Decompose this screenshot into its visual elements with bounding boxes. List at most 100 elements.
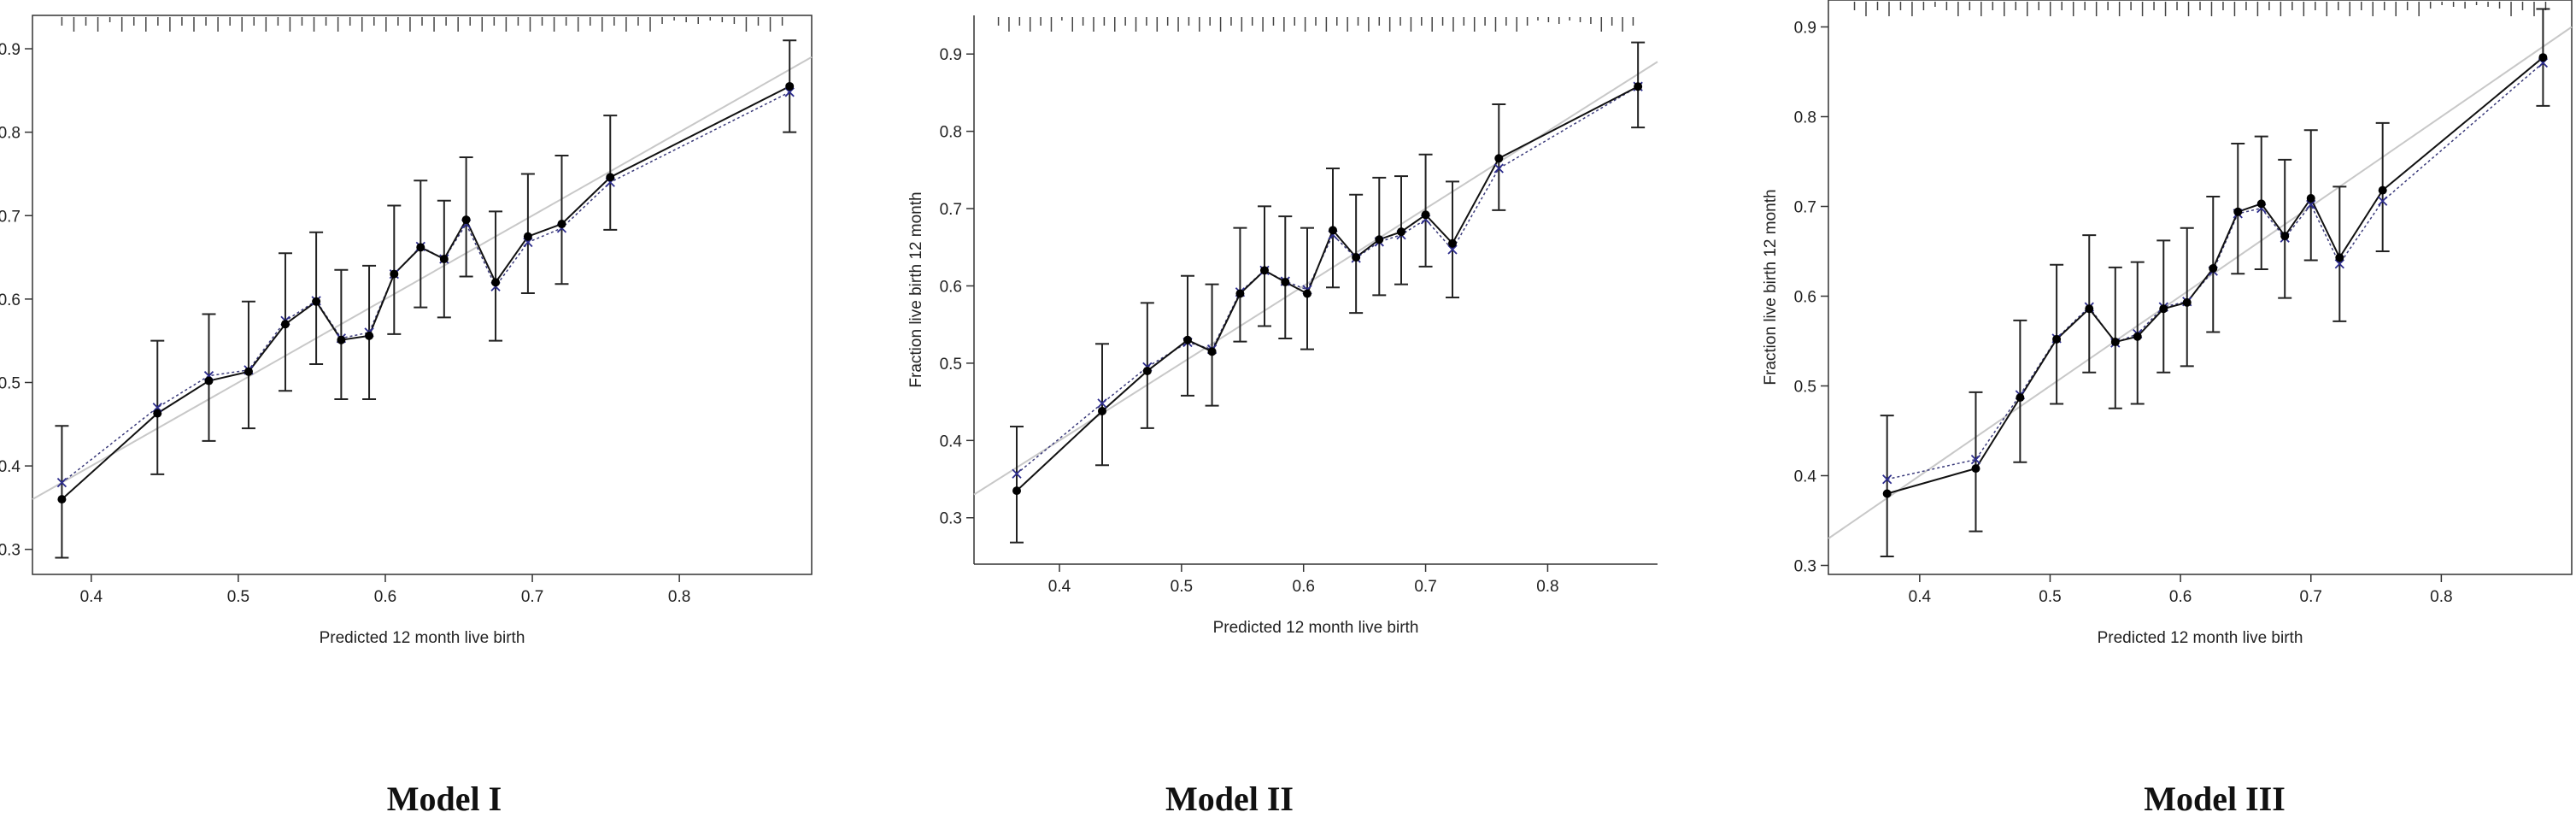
x-tick-label: 0.5 bbox=[227, 588, 249, 606]
plot-panel-3: 0.4 0.5 0.6 0.7 0.8 0.3 0.4 0.5 0.6 0.7 0.8 0.9 Pred… bbox=[1762, 0, 2573, 647]
error-bars bbox=[55, 39, 797, 559]
y-tick-label: 0.5 bbox=[940, 356, 962, 374]
ideal-diagonal-line bbox=[973, 61, 1658, 496]
x-axis-label: Predicted 12 month live birth bbox=[2098, 629, 2303, 647]
x-tick-label: 0.6 bbox=[374, 588, 396, 606]
bias-corrected-marker bbox=[2334, 259, 2344, 269]
x-tick-label: 0.8 bbox=[1536, 578, 1558, 596]
observed-point bbox=[1375, 235, 1384, 244]
x-tick-label: 0.6 bbox=[1293, 578, 1315, 596]
observed-point bbox=[1397, 227, 1405, 237]
ideal-diagonal-line bbox=[1828, 26, 2573, 539]
y-tick-label: 0.7 bbox=[940, 201, 962, 219]
observed-point bbox=[2133, 332, 2142, 341]
x-tick-label: 0.7 bbox=[1414, 578, 1436, 596]
plot-panel-2: 0.4 0.5 0.6 0.7 0.8 0.3 0.4 0.5 0.6 0.7 0.8 0.9 Pred… bbox=[907, 15, 1658, 637]
observed-point bbox=[2182, 297, 2192, 307]
x-tick-label: 0.6 bbox=[2169, 588, 2192, 606]
panel-title-model-2: Model II bbox=[1165, 780, 1294, 818]
observed-point bbox=[1494, 154, 1504, 163]
x-tick-label: 0.7 bbox=[521, 588, 543, 606]
bias-corrected-marker bbox=[1493, 163, 1504, 174]
observed-point bbox=[523, 232, 532, 241]
observed-point bbox=[153, 409, 162, 418]
observed-point bbox=[2378, 185, 2387, 195]
rug-ticks bbox=[1853, 2, 2547, 16]
observed-point bbox=[461, 215, 471, 225]
bias-corrected-marker bbox=[1012, 468, 1022, 479]
bias-corrected-marker bbox=[1882, 474, 1892, 485]
y-tick-label: 0.3 bbox=[0, 542, 21, 560]
observed-point bbox=[606, 173, 615, 182]
ideal-diagonal-line bbox=[32, 56, 813, 501]
x-axis-label: Predicted 12 month live birth bbox=[320, 629, 525, 647]
observed-point bbox=[1098, 406, 1106, 415]
observed-point bbox=[416, 243, 425, 252]
y-tick-label: 0.6 bbox=[0, 291, 21, 309]
y-tick-label: 0.6 bbox=[940, 278, 962, 296]
bias-corrected-marker bbox=[2378, 196, 2388, 206]
observed-line bbox=[61, 85, 790, 500]
bias-corrected-marker bbox=[1970, 454, 1981, 465]
y-axis-label: Fraction live birth 12 month bbox=[907, 191, 925, 387]
observed-point bbox=[244, 367, 253, 376]
x-tick-label: 0.8 bbox=[2430, 588, 2452, 606]
y-tick-label: 0.7 bbox=[0, 208, 21, 226]
observed-point bbox=[2256, 199, 2266, 209]
x-axis-label: Predicted 12 month live birth bbox=[1213, 619, 1419, 637]
x-tick-label: 0.4 bbox=[1048, 578, 1071, 596]
y-tick-label: 0.5 bbox=[1794, 379, 1816, 397]
y-axis-label: Fraction live birth 12 month bbox=[1762, 189, 1780, 385]
y-tick-label: 0.5 bbox=[0, 374, 21, 392]
observed-point bbox=[1448, 238, 1457, 248]
observed-point bbox=[1421, 210, 1430, 220]
observed-point bbox=[280, 320, 290, 329]
x-tick-label: 0.4 bbox=[1909, 588, 1932, 606]
observed-point bbox=[1352, 253, 1361, 262]
y-tick-label: 0.3 bbox=[940, 510, 962, 528]
bias-corrected-line bbox=[1016, 85, 1639, 474]
observed-point bbox=[1260, 266, 1269, 275]
observed-point bbox=[2538, 53, 2548, 62]
observed-point bbox=[390, 269, 399, 279]
x-tick-label: 0.8 bbox=[668, 588, 690, 606]
observed-point bbox=[2335, 253, 2344, 262]
observed-point bbox=[2085, 304, 2094, 314]
observed-point bbox=[2280, 232, 2290, 241]
observed-point bbox=[2110, 338, 2120, 347]
error-bars bbox=[1880, 8, 2550, 557]
observed-point bbox=[57, 495, 67, 504]
y-tick-label: 0.4 bbox=[0, 458, 21, 476]
observed-point bbox=[312, 297, 321, 306]
observed-point bbox=[491, 278, 501, 287]
bias-corrected-marker bbox=[1097, 398, 1107, 409]
error-bars bbox=[1010, 41, 1646, 544]
bias-corrected-line bbox=[61, 91, 790, 484]
y-tick-label: 0.9 bbox=[940, 46, 962, 64]
observed-point bbox=[1235, 289, 1245, 298]
observed-point bbox=[1303, 289, 1311, 298]
observed-point bbox=[365, 331, 374, 340]
observed-line bbox=[1887, 56, 2544, 495]
observed-point bbox=[1971, 464, 1980, 474]
observed-point bbox=[2159, 304, 2168, 314]
panel-title-model-3: Model III bbox=[2144, 780, 2286, 818]
observed-point bbox=[204, 376, 214, 385]
observed-point bbox=[1329, 226, 1337, 235]
observed-point bbox=[1012, 486, 1021, 496]
y-tick-label: 0.8 bbox=[1794, 109, 1816, 127]
bias-corrected-marker bbox=[1447, 244, 1458, 255]
y-tick-label: 0.9 bbox=[0, 41, 21, 59]
y-tick-label: 0.6 bbox=[1794, 289, 1816, 307]
x-tick-label: 0.5 bbox=[1171, 578, 1193, 596]
observed-point bbox=[337, 335, 346, 344]
observed-line bbox=[1016, 85, 1639, 491]
observed-point bbox=[1634, 82, 1643, 91]
observed-point bbox=[1882, 489, 1892, 498]
observed-point bbox=[1142, 366, 1152, 375]
observed-point bbox=[439, 255, 449, 264]
plot-panel-1: 0.4 0.5 0.6 0.7 0.8 0.3 0.4 0.5 0.6 0.7 0.8 0.9 Pred… bbox=[0, 15, 813, 647]
observed-point bbox=[785, 81, 795, 91]
y-tick-label: 0.4 bbox=[1794, 468, 1817, 486]
